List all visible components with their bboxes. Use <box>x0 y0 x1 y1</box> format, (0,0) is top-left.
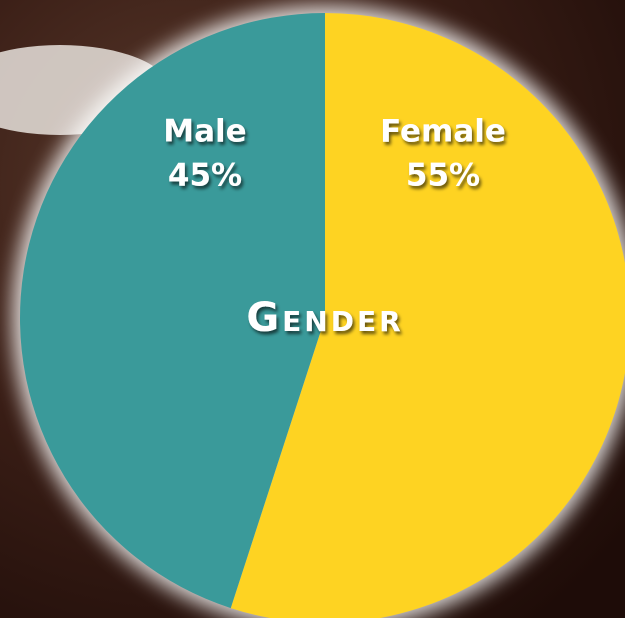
slice-value-label: 45% <box>168 158 242 194</box>
slice-value-label: 55% <box>406 158 480 194</box>
pie-slice <box>230 13 625 618</box>
slice-label: Female <box>380 114 506 150</box>
pie <box>19 13 625 618</box>
chart-title: Gender <box>246 295 403 341</box>
pie-slice <box>19 13 326 609</box>
labels: Female 55% Male 45% <box>163 114 506 194</box>
slice-label: Male <box>163 114 246 150</box>
